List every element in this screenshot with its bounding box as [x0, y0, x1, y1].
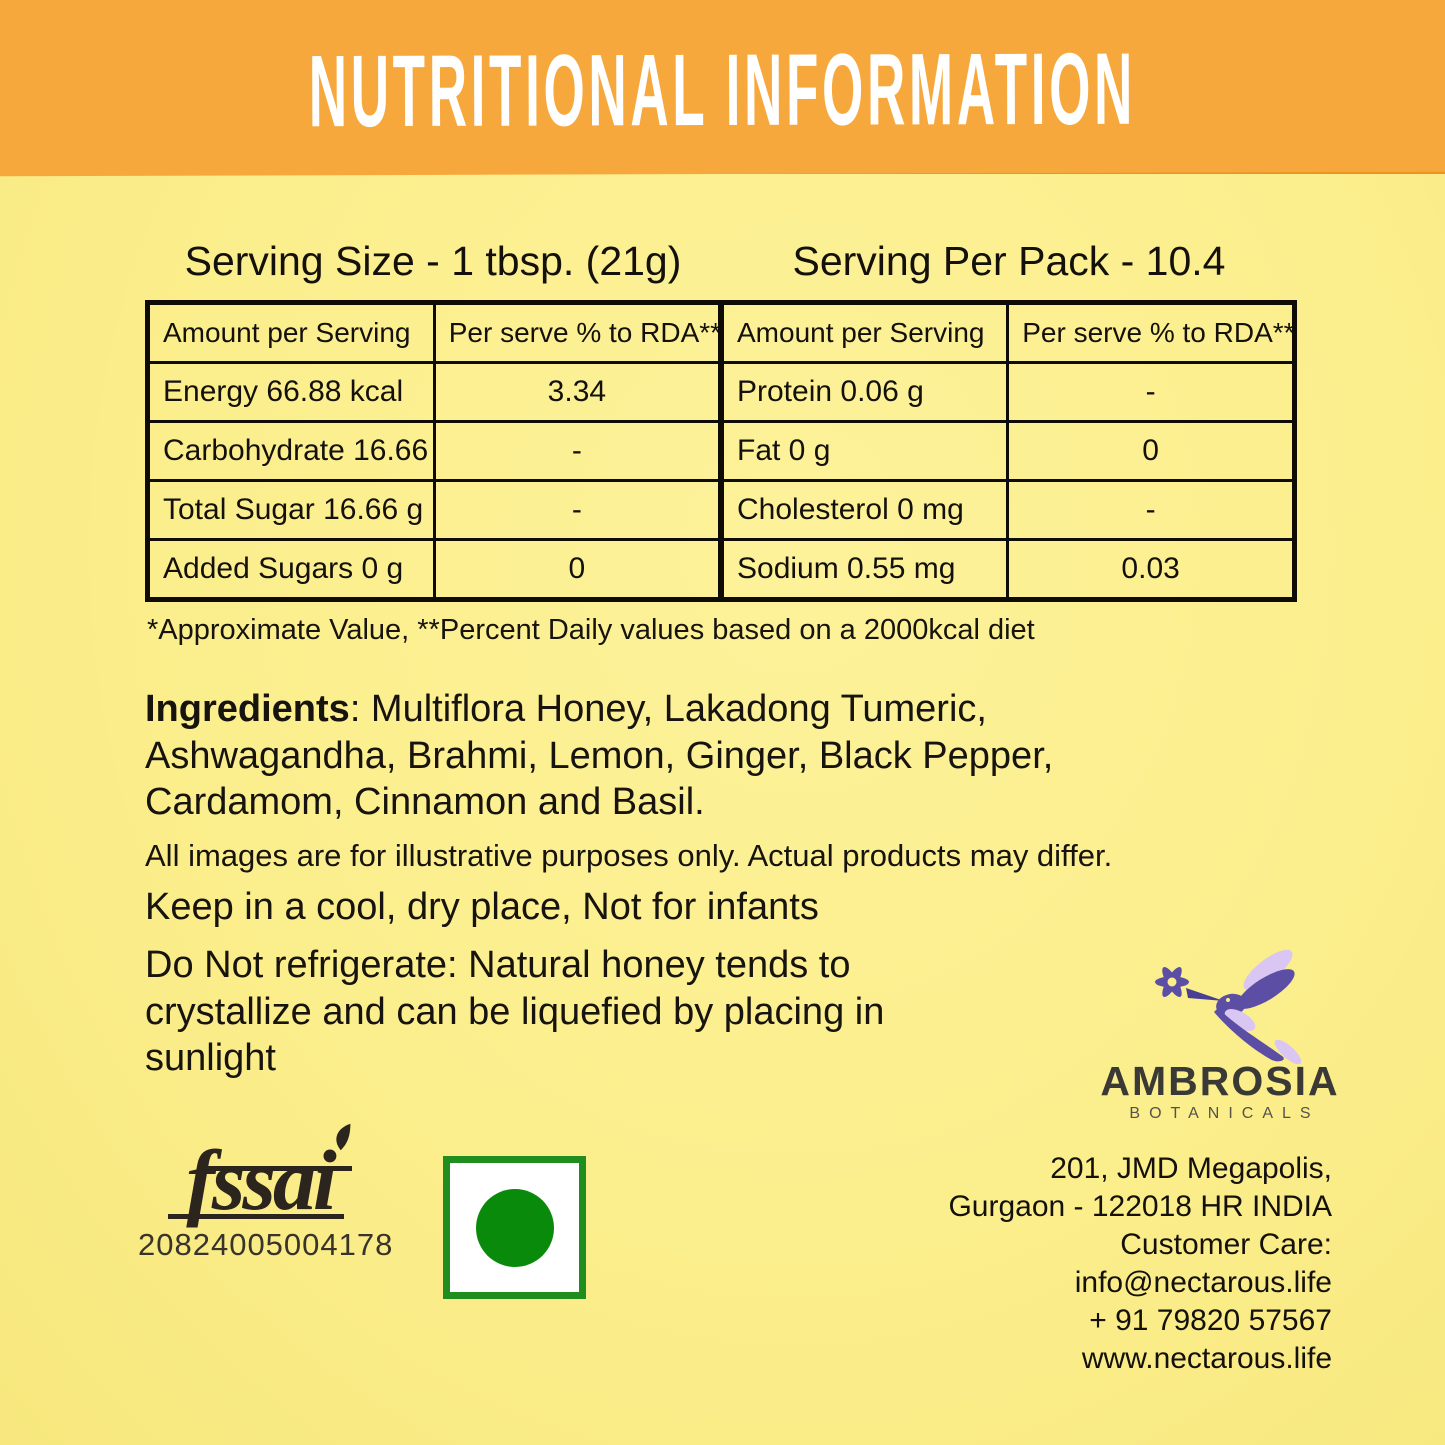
nutrient-cell: Added Sugars 0 g: [146, 538, 436, 601]
fssai-wordmark: fssai: [186, 1132, 336, 1228]
table-row: Energy 66.88 kcal 3.34 Protein 0.06 g -: [146, 361, 1296, 423]
page-title: NUTRITIONAL INFORMATION: [308, 31, 1137, 148]
nutrient-cell: Total Sugar 16.66 g: [146, 479, 436, 541]
value-cell: 3.34: [432, 361, 723, 423]
fssai-logo: fssai 20824005004178: [138, 1123, 394, 1263]
storage-note: Keep in a cool, dry place, Not for infan…: [145, 886, 819, 928]
fssai-overline: [206, 1166, 352, 1171]
table-row: Added Sugars 0 g 0 Sodium 0.55 mg 0.03: [146, 538, 1296, 601]
flower-icon: [1155, 967, 1189, 997]
nutrient-cell: Fat 0 g: [718, 420, 1010, 482]
table-row: Total Sugar 16.66 g - Cholesterol 0 mg -: [146, 479, 1296, 541]
column-header-amount-right: Amount per Serving: [718, 301, 1010, 364]
green-dot-icon: [475, 1188, 554, 1267]
value-cell: -: [1006, 479, 1296, 541]
vegetarian-mark: [443, 1156, 586, 1299]
serving-row: Serving Size - 1 tbsp. (21g) Serving Per…: [145, 238, 1297, 285]
nutrient-cell: Cholesterol 0 mg: [718, 479, 1010, 541]
nutrient-cell: Sodium 0.55 mg: [718, 538, 1010, 601]
hummingbird-logo-icon: [1155, 949, 1302, 1065]
bird-shape: [1186, 949, 1302, 1065]
value-cell: -: [1006, 361, 1296, 423]
header-band: NUTRITIONAL INFORMATION: [0, 0, 1445, 177]
table-row: Carbohydrate 16.66 g - Fat 0 g 0: [146, 420, 1296, 482]
value-cell: 0.03: [1006, 538, 1296, 601]
nutrient-cell: Energy 66.88 kcal: [146, 361, 436, 423]
serving-per-pack-label: Serving Per Pack - 10.4: [792, 238, 1226, 284]
value-cell: -: [432, 420, 723, 482]
images-disclaimer: All images are for illustrative purposes…: [145, 838, 1113, 873]
column-header-rda-right: Per serve % to RDA**: [1006, 301, 1296, 364]
fssai-leaf-icon: [336, 1123, 351, 1151]
nutrient-cell: Carbohydrate 16.66 g: [146, 420, 436, 482]
fssai-underline: [168, 1213, 344, 1219]
brand-tagline: BOTANICALS: [1129, 1105, 1320, 1122]
ingredients-text: : Multiflora Honey, Lakadong Tumeric, As…: [145, 688, 1054, 824]
brand-name: AMBROSIA: [1100, 1058, 1340, 1104]
value-cell: -: [432, 479, 723, 541]
serving-size-label: Serving Size - 1 tbsp. (21g): [184, 238, 682, 284]
fssai-wordmark-wrap: fssai: [168, 1123, 352, 1228]
ingredients-label: Ingredients: [145, 688, 350, 730]
nutrition-table: Amount per Serving Per serve % to RDA** …: [145, 300, 1297, 602]
ingredients-paragraph: Ingredients: Multiflora Honey, Lakadong …: [145, 686, 1265, 826]
value-cell: 0: [1006, 420, 1296, 482]
contact-block: 201, JMD Megapolis, Gurgaon - 122018 HR …: [948, 1152, 1332, 1375]
nutrient-cell: Protein 0.06 g: [718, 361, 1010, 423]
rda-footnote: *Approximate Value, **Percent Daily valu…: [147, 614, 1035, 646]
fssai-license-number: 20824005004178: [138, 1226, 394, 1262]
refrigeration-note: Do Not refrigerate: Natural honey tends …: [145, 944, 885, 1080]
value-cell: 0: [432, 538, 723, 601]
column-header-amount-left: Amount per Serving: [146, 301, 436, 364]
table-header-row: Amount per Serving Per serve % to RDA** …: [146, 301, 1296, 364]
column-header-rda-left: Per serve % to RDA**: [432, 301, 723, 364]
